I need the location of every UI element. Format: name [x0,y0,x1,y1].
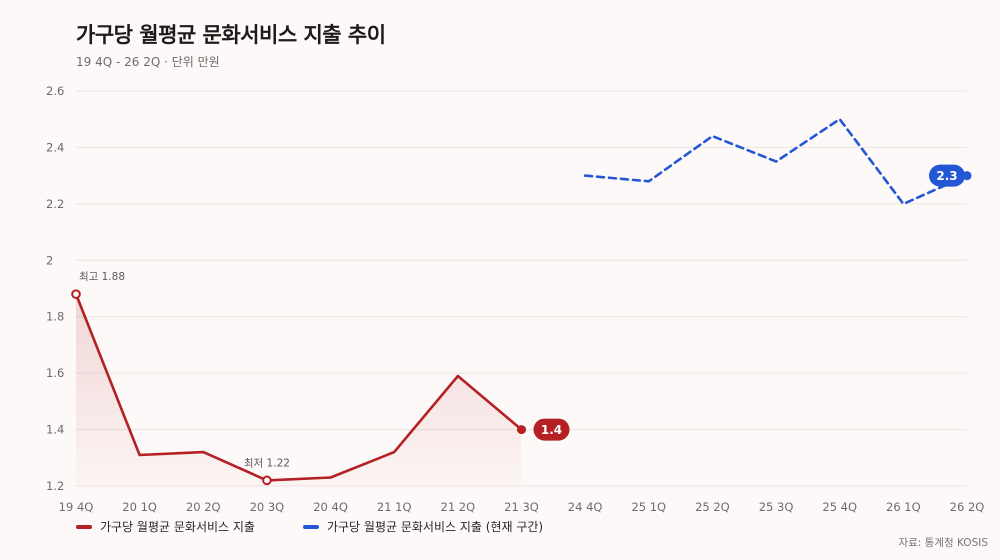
x-tick-label: 19 4Q [59,500,94,514]
x-tick-label: 20 4Q [313,500,348,514]
y-tick-label: 1.6 [46,366,64,380]
y-tick-label: 1.4 [46,423,64,437]
chart-title: 가구당 월평균 문화서비스 지출 추이 [76,23,386,47]
source-note: 자료: 통계청 KOSIS [898,537,988,549]
x-tick-label: 25 3Q [759,500,794,514]
x-tick-label: 25 2Q [695,500,730,514]
legend-item-series2: 가구당 월평균 문화서비스 지출 (현재 구간) [302,518,544,535]
legend-swatch-series1 [76,524,92,529]
chart-legend: 가구당 월평균 문화서비스 지출 가구당 월평균 문화서비스 지출 (현재 구간… [76,518,543,535]
data-label-end: 1.4 [541,423,562,437]
y-tick-label: 2.4 [46,140,64,154]
legend-label-series1: 가구당 월평균 문화서비스 지출 [100,520,255,534]
legend-item-series1: 가구당 월평균 문화서비스 지출 [76,518,255,535]
chart-subtitle: 19 4Q - 26 2Q · 단위 만원 [76,55,220,69]
x-tick-label: 25 1Q [631,500,666,514]
x-tick-label: 25 4Q [822,500,857,514]
data-markers [71,171,972,486]
y-tick-label: 1.8 [46,310,64,324]
x-tick-label: 20 3Q [250,500,285,514]
legend-label-series2: 가구당 월평균 문화서비스 지출 (현재 구간) [326,520,544,534]
x-tick-label: 21 2Q [441,500,476,514]
series-area-fill [76,294,522,486]
y-tick-label: 2 [46,253,53,267]
data-point-end [517,425,526,435]
data-label-end: 2.3 [936,169,957,183]
x-tick-label: 21 3Q [504,500,539,514]
data-labels: 최고 1.88 최저 1.22 1.4 2.3 [79,164,965,469]
data-label-end-bubble [929,164,965,187]
data-point-min [262,475,272,486]
series-area [76,294,522,486]
data-label-min: 최저 1.22 [244,457,290,469]
series-line-1 [74,292,523,482]
data-label-max: 최고 1.88 [79,271,125,283]
x-tick-label: 20 2Q [186,500,221,514]
x-tick-label: 26 2Q [950,500,985,514]
series-line-2 [583,117,969,206]
y-tick-label: 2.6 [46,84,64,98]
x-tick-label: 26 1Q [886,500,921,514]
x-tick-label: 21 1Q [377,500,412,514]
legend-swatch-series2 [302,524,319,529]
y-tick-label: 1.2 [46,479,64,493]
data-point-max [71,289,81,299]
y-tick-label: 2.2 [46,197,64,211]
data-label-end-bubble [533,418,570,441]
axis-ticks: 1.2 1.4 1.6 1.8 2 2.2 2.4 2.6 19 4Q 20 1Q 20 2Q 20 … [46,84,984,514]
x-tick-label: 20 1Q [122,500,157,514]
series-lines [74,117,969,482]
x-tick-label: 24 4Q [568,500,603,514]
